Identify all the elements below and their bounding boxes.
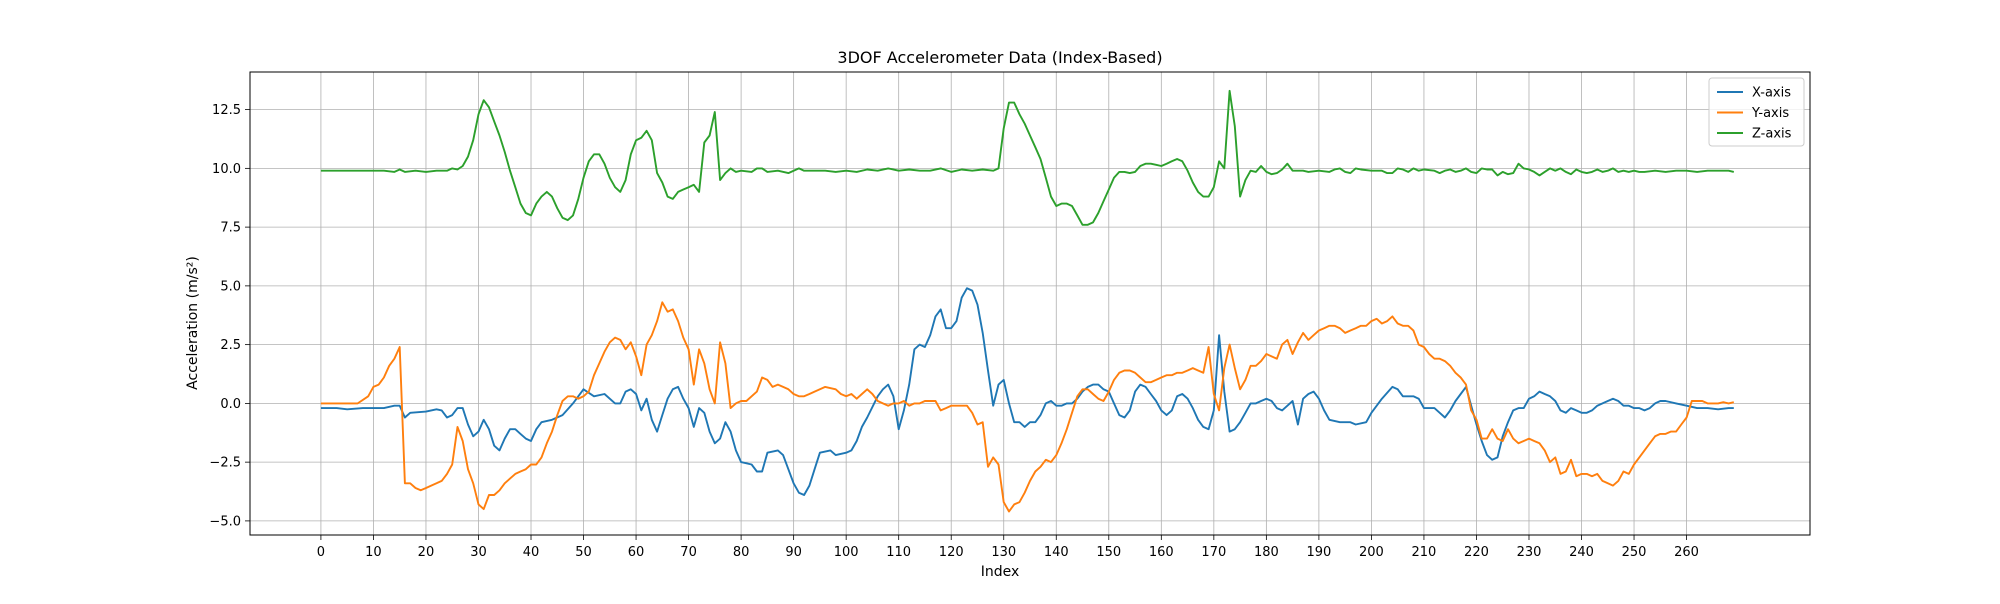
x-tick-label: 10 <box>365 545 382 560</box>
x-tick-label: 160 <box>1149 545 1174 560</box>
x-tick-label: 70 <box>680 545 697 560</box>
x-tick-label: 250 <box>1622 545 1647 560</box>
x-tick-label: 150 <box>1096 545 1121 560</box>
y-tick-label: 0.0 <box>220 397 241 412</box>
x-tick-label: 100 <box>834 545 859 560</box>
y-tick-label: 5.0 <box>220 279 241 294</box>
y-tick-label: −5.0 <box>209 514 241 529</box>
x-tick-label: 80 <box>733 545 750 560</box>
legend: X-axis Y-axis Z-axis <box>1708 77 1805 147</box>
ticks-layer: 0 10 20 30 40 50 60 70 80 90 100 110 120 130 140 150 160… <box>209 103 1699 560</box>
x-tick-label: 180 <box>1254 545 1279 560</box>
y-tick-label: 12.5 <box>212 103 241 118</box>
y-tick-label: 10.0 <box>212 162 241 177</box>
x-tick-label: 40 <box>523 545 540 560</box>
x-tick-label: 200 <box>1359 545 1384 560</box>
x-axis-label: Index <box>981 564 1020 580</box>
chart-title: 3DOF Accelerometer Data (Index-Based) <box>837 48 1162 67</box>
x-tick-label: 260 <box>1674 545 1699 560</box>
x-tick-label: 110 <box>886 545 911 560</box>
x-tick-label: 240 <box>1569 545 1594 560</box>
series-line-y-axis <box>320 301 1735 513</box>
series-line-x-axis <box>320 287 1734 496</box>
x-tick-label: 170 <box>1201 545 1226 560</box>
legend-label: X-axis <box>1752 86 1791 101</box>
x-tick-label: 190 <box>1306 545 1331 560</box>
x-tick-label: 220 <box>1464 545 1489 560</box>
y-tick-label: 2.5 <box>220 338 241 353</box>
x-tick-label: 30 <box>470 545 487 560</box>
series-line-z-axis <box>320 89 1735 226</box>
x-tick-label: 60 <box>628 545 645 560</box>
x-tick-label: 20 <box>418 545 435 560</box>
x-tick-label: 230 <box>1517 545 1542 560</box>
y-tick-label: 7.5 <box>220 221 241 236</box>
legend-label: Y-axis <box>1751 106 1789 121</box>
legend-box <box>1708 77 1805 147</box>
series-layer <box>320 89 1735 513</box>
y-axis-label: Acceleration (m/s²) <box>185 256 201 390</box>
x-tick-label: 0 <box>317 545 325 560</box>
x-tick-label: 50 <box>575 545 592 560</box>
axes-frame <box>249 71 1811 536</box>
y-tick-label: −2.5 <box>209 456 241 471</box>
x-tick-label: 90 <box>785 545 802 560</box>
x-tick-label: 140 <box>1044 545 1069 560</box>
x-tick-label: 130 <box>991 545 1016 560</box>
x-tick-label: 120 <box>939 545 964 560</box>
legend-label: Z-axis <box>1752 127 1792 142</box>
x-tick-label: 210 <box>1412 545 1437 560</box>
